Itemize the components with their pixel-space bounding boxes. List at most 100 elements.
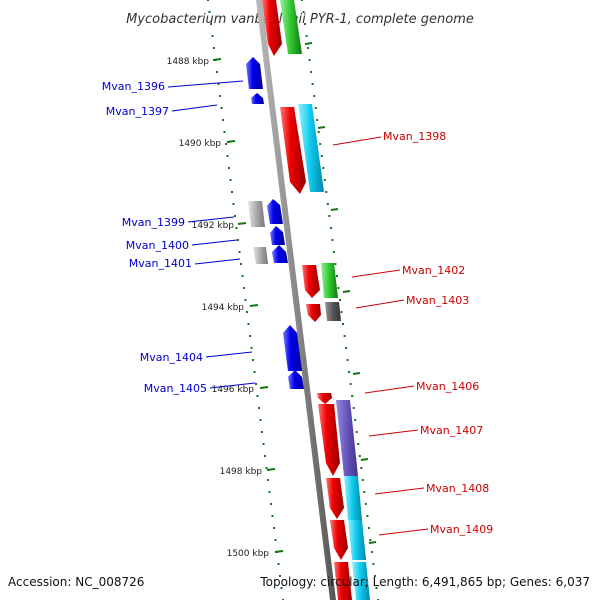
left-guide-dot	[231, 191, 233, 193]
right-guide-dot	[348, 371, 351, 373]
leader-mvan-1400	[191, 239, 238, 246]
left-guide-dot	[259, 419, 262, 421]
right-guide-dot	[326, 203, 329, 205]
left-guide-dot	[252, 359, 254, 361]
gene-arrow-mvan-1400	[270, 226, 285, 245]
tick-1492	[237, 222, 247, 225]
right-guide-dot	[370, 551, 373, 553]
leader-mvan-1398	[332, 136, 382, 146]
cog-bar-mvan-1408	[344, 476, 362, 520]
accession-text: Accession: NC_008726	[8, 575, 144, 589]
left-guide-dot	[232, 203, 235, 205]
gene-arrow-mvan-1405	[288, 370, 304, 389]
label-mvan-1398[interactable]: Mvan_1398	[383, 130, 446, 143]
label-mvan-1400[interactable]: Mvan_1400	[126, 239, 189, 252]
left-guide-dot	[247, 323, 250, 325]
right-guide-dot	[337, 287, 340, 289]
right-guide-dot	[332, 251, 335, 253]
tick-1494	[249, 304, 259, 307]
label-mvan-1407[interactable]: Mvan_1407	[420, 424, 483, 437]
gene-arrow-mvan-1399	[267, 199, 283, 224]
left-guide-dot	[211, 35, 214, 37]
label-mvan-1408[interactable]: Mvan_1408	[426, 482, 489, 495]
left-guide-dot	[249, 335, 251, 337]
minus-leader-lines	[167, 80, 256, 389]
label-mvan-1401[interactable]: Mvan_1401	[129, 257, 192, 270]
tick-right-4	[342, 290, 351, 293]
cog-bar-mvan-1399	[248, 201, 265, 227]
right-guide-dot	[313, 95, 316, 97]
right-guide-dot	[325, 191, 328, 193]
left-guide-dot	[258, 407, 260, 409]
right-dotted-guide	[301, 0, 379, 600]
tick-label-1494: 1494 kbp	[202, 303, 245, 313]
right-guide-dot	[319, 143, 322, 145]
right-guide-dot	[360, 467, 363, 469]
tick-1490	[226, 140, 236, 143]
tick-label-1492: 1492 kbp	[192, 221, 235, 231]
gene-arrow-mvan-1401	[272, 245, 288, 263]
gene-arrow-top-red	[262, 0, 282, 56]
tick-label-1488: 1488 kbp	[167, 57, 210, 67]
left-guide-dot	[234, 215, 236, 217]
right-guide-dot	[302, 11, 305, 13]
right-guide-dot	[334, 263, 337, 265]
plus-gene-labels: Mvan_1398 Mvan_1402 Mvan_1403 Mvan_1406 …	[383, 130, 493, 536]
right-guide-dot	[354, 419, 357, 421]
map-title: Mycobacterium vanbaalenii PYR-1, complet…	[126, 12, 474, 27]
leader-mvan-1399	[187, 216, 235, 223]
label-mvan-1399[interactable]: Mvan_1399	[122, 216, 185, 229]
tick-1496	[259, 386, 269, 389]
left-guide-dot	[207, 0, 209, 1]
left-guide-dot	[280, 587, 283, 589]
right-guide-dot	[343, 335, 346, 337]
left-guide-dot	[277, 563, 280, 565]
right-guide-dot	[329, 227, 332, 229]
tick-1498	[266, 468, 276, 471]
right-guide-dot	[304, 23, 306, 25]
label-mvan-1402[interactable]: Mvan_1402	[402, 264, 465, 277]
label-mvan-1403[interactable]: Mvan_1403	[406, 294, 469, 307]
gene-arrow-bottom-red	[334, 562, 352, 600]
right-guide-dot	[340, 311, 343, 313]
leader-mvan-1406	[364, 385, 415, 394]
left-guide-dot	[274, 539, 277, 541]
label-mvan-1406[interactable]: Mvan_1406	[416, 380, 479, 393]
right-guide-dot	[351, 395, 354, 397]
tick-right-2	[317, 126, 326, 129]
tick-right-7	[368, 541, 377, 544]
left-guide-dot	[250, 347, 253, 349]
tick-right-6	[360, 458, 369, 461]
leader-mvan-1409	[378, 528, 429, 536]
tick-label-1496: 1496 kbp	[212, 385, 255, 395]
label-mvan-1404[interactable]: Mvan_1404	[140, 351, 203, 364]
right-guide-dot	[355, 431, 358, 433]
right-guide-dot	[367, 527, 370, 529]
right-guide-dot	[310, 71, 313, 73]
cog-bar-mvan-1402	[321, 263, 338, 298]
left-guide-dot	[210, 23, 212, 25]
leader-mvan-1405	[209, 382, 256, 389]
right-guide-dot	[336, 275, 338, 277]
right-guide-dot	[317, 131, 320, 133]
right-guide-dot	[339, 299, 341, 301]
tick-right-1	[304, 42, 313, 45]
left-guide-dot	[223, 131, 226, 133]
left-guide-dot	[271, 515, 274, 517]
tick-marks	[212, 42, 377, 553]
label-mvan-1396[interactable]: Mvan_1396	[102, 80, 165, 93]
leader-mvan-1403	[355, 299, 405, 309]
left-guide-dot	[262, 443, 265, 445]
right-guide-dot	[358, 455, 361, 457]
label-mvan-1409[interactable]: Mvan_1409	[430, 523, 493, 536]
left-guide-dot	[238, 251, 241, 253]
right-guide-dot	[352, 407, 355, 409]
label-mvan-1405[interactable]: Mvan_1405	[144, 382, 207, 395]
left-guide-dot	[243, 287, 245, 289]
right-guide-dot	[369, 539, 372, 541]
left-guide-dot	[213, 47, 215, 49]
leader-mvan-1396	[167, 80, 244, 88]
label-mvan-1397[interactable]: Mvan_1397	[106, 105, 169, 118]
left-guide-dot	[237, 239, 239, 241]
gene-arrow-mvan-1396	[246, 57, 263, 89]
